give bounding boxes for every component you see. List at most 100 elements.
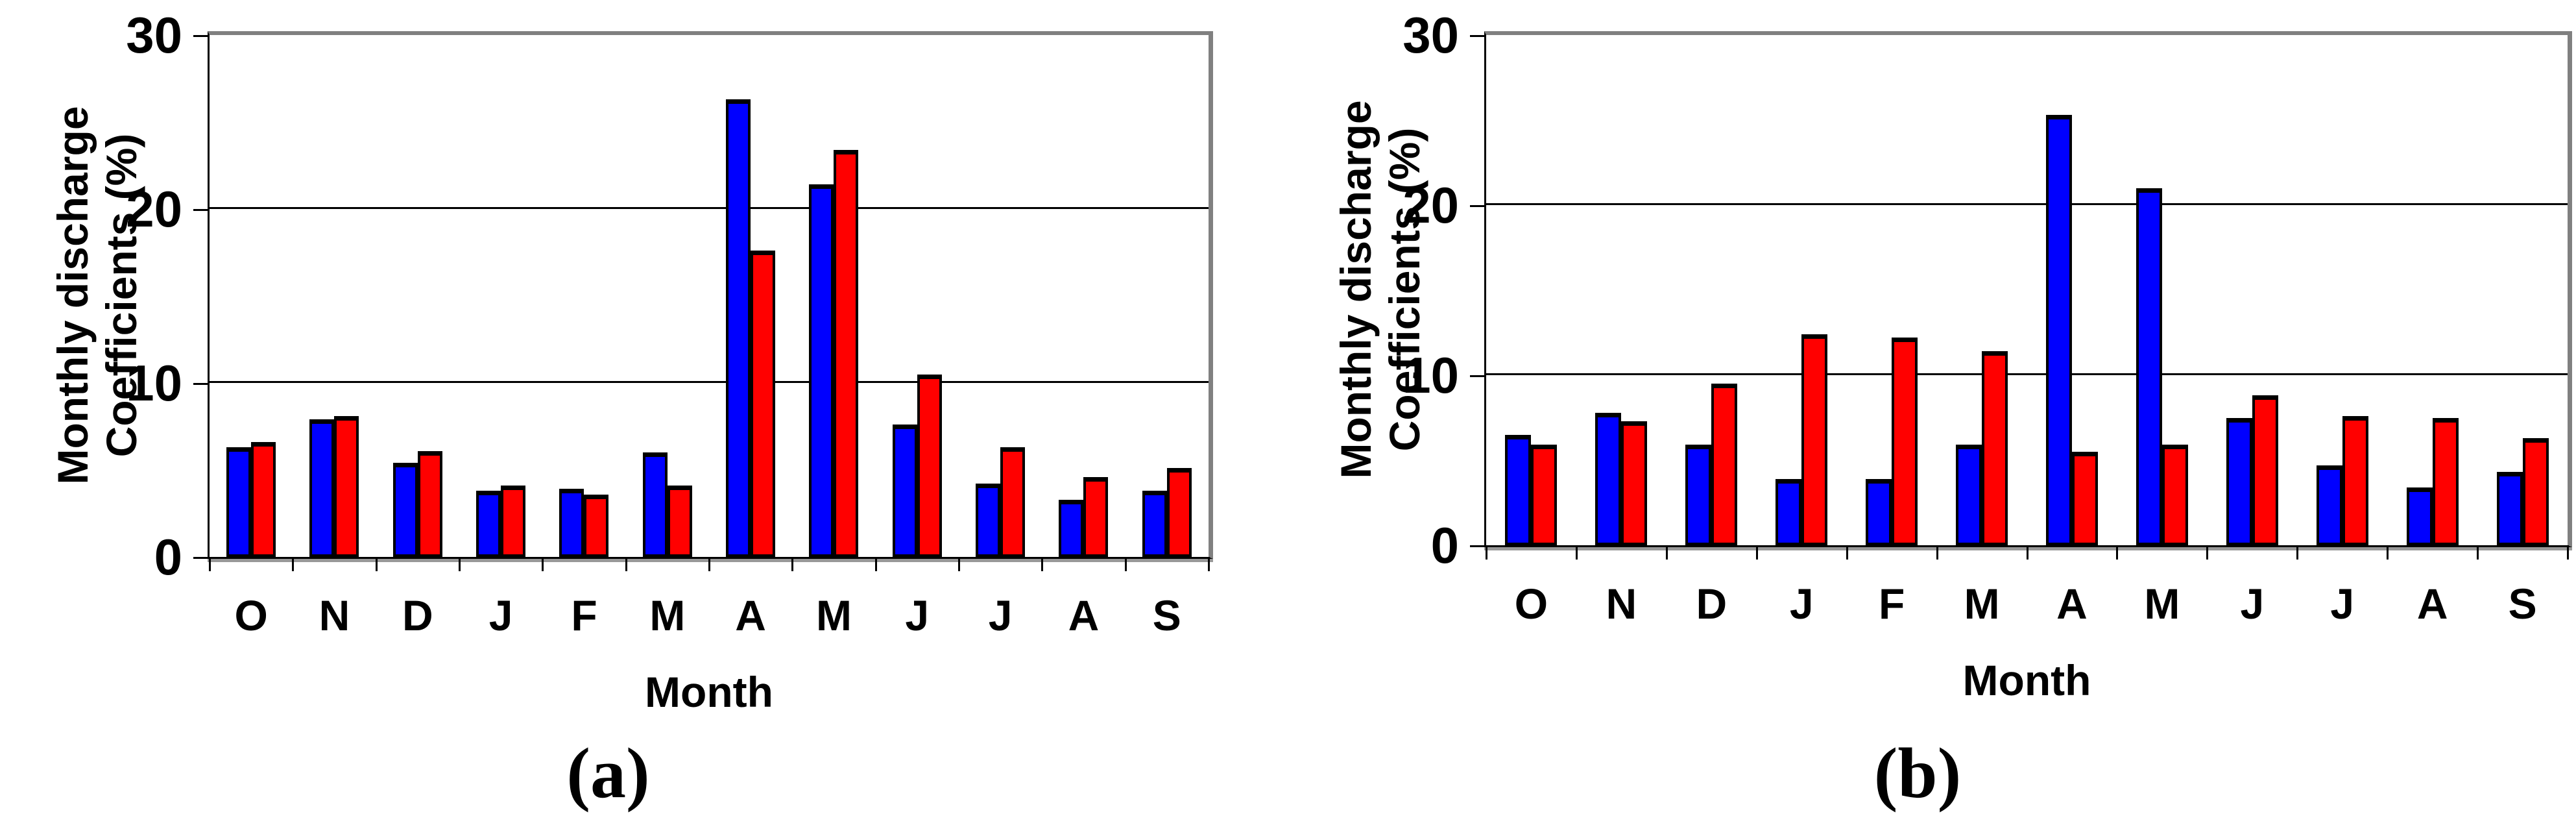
y-axis-title-line2: Coefficients (%) <box>97 133 145 457</box>
x-axis-tick <box>874 557 877 571</box>
panel-caption: (b) <box>1873 733 1962 813</box>
bar-series-1-blue-J-10 <box>2316 465 2342 545</box>
y-axis-title: Monthly discharge Coefficients (%) <box>1331 100 1428 478</box>
y-tick-label: 30 <box>1402 6 1459 64</box>
bar-series-2-red-J-9 <box>917 374 942 557</box>
x-axis-title: Month <box>1962 656 2091 704</box>
gridline-20 <box>1486 203 2568 206</box>
x-tick-label-D-3: D <box>402 591 433 639</box>
x-tick-label-N-2: N <box>319 591 350 639</box>
chart-panel-a: Monthly discharge Coefficients (%) O N D J F… <box>49 10 1213 813</box>
x-tick-label-O-1: O <box>1514 580 1548 628</box>
bar-series-1-blue-J-10 <box>976 484 1001 557</box>
y-tick-label: 0 <box>154 528 182 585</box>
x-tick-label-J-4: J <box>1789 580 1814 628</box>
bar-group-F-5 <box>542 35 625 557</box>
x-tick-label-A-7: A <box>735 591 766 639</box>
x-tick-label-N-2: N <box>1606 580 1637 628</box>
bar-series-1-blue-M-8 <box>2136 188 2162 545</box>
bar-series-2-red-N-2 <box>334 415 359 557</box>
y-axis-title: Monthly discharge Coefficients (%) <box>49 106 146 484</box>
x-tick-label-S-12: S <box>1152 591 1181 639</box>
x-tick-label-A-7: A <box>2056 580 2088 628</box>
bar-group-O-1 <box>210 35 293 557</box>
bar-series-1-blue-A-7 <box>726 99 751 557</box>
x-axis-tick <box>2477 545 2479 560</box>
bar-series-1-blue-J-4 <box>476 491 501 557</box>
bars-layer <box>1486 35 2568 545</box>
bar-series-2-red-F-5 <box>1892 338 1918 545</box>
y-axis-tick <box>1470 204 1484 207</box>
x-axis-tick <box>625 557 627 571</box>
bar-group-M-6 <box>1937 35 2027 545</box>
x-tick-label-J-9: J <box>2240 580 2265 628</box>
bar-series-2-red-O-1 <box>251 442 276 557</box>
bar-group-J-9 <box>2207 35 2297 545</box>
bars-layer <box>210 35 1209 557</box>
bar-series-2-red-M-8 <box>834 149 859 557</box>
bar-series-1-blue-O-1 <box>226 447 252 557</box>
bar-series-2-red-S-12 <box>2522 437 2549 545</box>
bar-series-1-blue-F-5 <box>559 489 584 557</box>
bar-series-2-red-J-4 <box>501 486 526 557</box>
bar-series-1-blue-M-6 <box>642 452 668 557</box>
gridline-10 <box>1486 373 2568 376</box>
x-tick-label-J-10: J <box>2330 580 2355 628</box>
bar-series-2-red-A-11 <box>1083 476 1109 557</box>
x-tick-label-M-8: M <box>2144 580 2180 628</box>
bar-series-2-red-J-10 <box>2342 415 2368 545</box>
bar-series-2-red-M-6 <box>1982 351 2008 545</box>
bar-group-D-3 <box>1667 35 1757 545</box>
bar-series-1-blue-J-4 <box>1776 478 1802 545</box>
bar-series-1-blue-N-2 <box>309 419 335 557</box>
panel-caption: (a) <box>566 733 650 813</box>
bar-group-S-12 <box>2477 35 2568 545</box>
x-tick-label-F-5: F <box>571 591 597 639</box>
y-tick-label: 20 <box>126 180 182 238</box>
bar-series-2-red-A-11 <box>2432 417 2459 545</box>
x-tick-label-M-6: M <box>649 591 686 639</box>
bar-series-1-blue-D-3 <box>392 463 418 557</box>
x-axis-tick <box>2206 545 2209 560</box>
y-axis-tick <box>193 208 208 211</box>
bar-group-F-5 <box>1847 35 1937 545</box>
x-axis-tick <box>1846 545 1848 560</box>
y-tick-label: 20 <box>1402 176 1459 234</box>
x-axis-tick <box>1936 545 1938 560</box>
x-tick-label-F-5: F <box>1878 580 1905 628</box>
bar-series-2-red-F-5 <box>584 494 609 557</box>
bar-series-1-blue-J-9 <box>892 425 917 557</box>
bar-group-A-11 <box>1042 35 1125 557</box>
bar-group-A-7 <box>709 35 792 557</box>
x-axis-tick <box>708 557 710 571</box>
y-tick-label: 10 <box>126 354 182 412</box>
x-tick-label-J-4: J <box>488 591 513 639</box>
x-axis-tick <box>958 557 960 571</box>
x-axis-tick <box>1755 545 1758 560</box>
x-axis-tick <box>1665 545 1668 560</box>
bar-group-A-7 <box>2027 35 2117 545</box>
bar-series-1-blue-J-9 <box>2226 417 2252 545</box>
x-axis-tick <box>209 557 211 571</box>
y-axis-title-wrap: Monthly discharge Coefficients (%) <box>1288 31 1473 547</box>
bar-series-2-red-D-3 <box>417 450 442 557</box>
bar-group-A-11 <box>2387 35 2477 545</box>
bar-series-2-red-N-2 <box>1621 421 1648 545</box>
bar-group-J-10 <box>959 35 1042 557</box>
x-tick-label-J-10: J <box>988 591 1013 639</box>
bar-group-N-2 <box>1576 35 1667 545</box>
x-axis-tick <box>2026 545 2028 560</box>
x-axis-tick <box>1041 557 1044 571</box>
x-axis-tick <box>2116 545 2119 560</box>
bar-series-1-blue-M-8 <box>809 184 834 557</box>
bar-series-2-red-D-3 <box>1711 384 1738 545</box>
y-axis-title-line1: Monthly discharge <box>1331 99 1380 479</box>
y-axis-tick <box>1470 35 1484 37</box>
y-axis-title-line2: Coefficients (%) <box>1380 127 1428 451</box>
bar-series-2-red-J-10 <box>1000 447 1026 557</box>
gridline-20 <box>210 207 1209 210</box>
bar-group-M-8 <box>792 35 875 557</box>
bar-series-2-red-A-7 <box>751 251 776 557</box>
